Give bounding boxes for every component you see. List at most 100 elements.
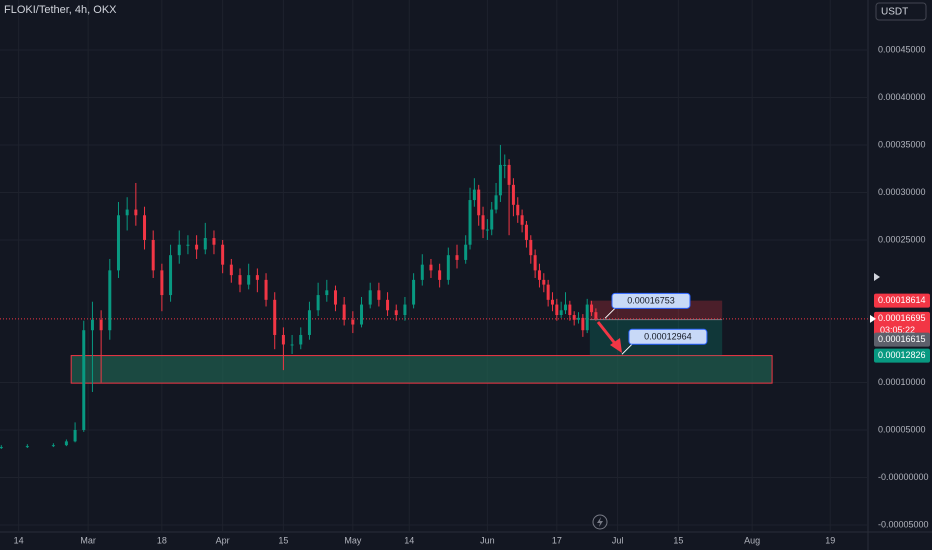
candle-body — [51, 445, 55, 447]
candle-body — [503, 164, 507, 166]
candle-body — [264, 279, 268, 300]
candle-body — [273, 299, 277, 335]
callout-label: 0.00016753 — [627, 296, 675, 306]
candle-body — [108, 270, 112, 331]
candle-body — [403, 304, 407, 316]
candle-body — [524, 224, 528, 240]
candle-body — [325, 290, 329, 296]
candle-body — [64, 441, 68, 446]
y-tick-label: -0.00000000 — [878, 472, 929, 482]
candle-body — [125, 209, 129, 216]
candle-body — [160, 270, 164, 296]
candle-body — [281, 334, 285, 345]
y-tick-label: -0.00005000 — [878, 519, 929, 529]
candle-body — [542, 279, 546, 285]
candle-body — [203, 238, 207, 250]
price-tag-label: 0.00012826 — [878, 350, 926, 360]
candle-body — [316, 295, 320, 311]
price-tag — [874, 293, 930, 308]
x-tick-label: Aug — [744, 535, 760, 545]
x-tick-label: 19 — [825, 535, 835, 545]
candle-body — [394, 310, 398, 316]
candle-body — [73, 429, 77, 442]
currency-button[interactable] — [875, 2, 927, 21]
y-tick-label: 0.00030000 — [878, 187, 926, 197]
price-tag — [874, 311, 930, 338]
candle-body — [537, 270, 541, 280]
candle-body — [351, 319, 355, 325]
callout-box — [611, 292, 691, 309]
y-tick-label: 0.00040000 — [878, 92, 926, 102]
candle-body — [90, 319, 94, 331]
candle-body — [229, 264, 233, 276]
candle-body — [368, 290, 372, 305]
candle-body — [360, 304, 364, 325]
candle-body — [546, 284, 550, 300]
candle-body — [25, 446, 29, 448]
candle-body — [555, 304, 559, 316]
candle-body — [386, 299, 390, 311]
candle-body — [169, 255, 173, 296]
y-tick-label: 0.00035000 — [878, 139, 926, 149]
candle-body — [377, 290, 381, 300]
candle-body — [116, 215, 120, 271]
candle-body — [247, 275, 251, 285]
x-tick-label: Apr — [216, 535, 230, 545]
candle-body — [420, 264, 424, 280]
candle-body — [468, 200, 472, 245]
candle-body — [485, 229, 489, 231]
candle-body — [455, 255, 459, 260]
candle-body — [333, 290, 337, 305]
candle-body — [572, 315, 576, 320]
candle-body — [564, 304, 568, 311]
candle-body — [516, 204, 520, 216]
y-tick-label: 0.00045000 — [878, 44, 926, 54]
candle-body — [212, 238, 216, 245]
price-tag-label: 0.00016695 — [878, 313, 926, 323]
support-zone — [70, 355, 773, 384]
arrow-head — [610, 338, 622, 353]
candle-body — [238, 275, 242, 285]
candle-body — [494, 195, 498, 210]
candle-body — [585, 304, 589, 331]
candle-body — [307, 310, 311, 335]
x-tick-label: 17 — [552, 535, 562, 545]
candle-body — [290, 344, 294, 346]
candle-body — [559, 310, 563, 316]
price-tag-label: 0.00016615 — [878, 334, 926, 344]
candle-body — [529, 239, 533, 256]
candle-body — [143, 215, 147, 240]
candle-body — [438, 270, 442, 280]
candle-body — [195, 244, 199, 250]
x-tick-label: Jun — [480, 535, 495, 545]
candle-body — [255, 275, 259, 280]
candle-body — [0, 447, 3, 449]
candle-body — [533, 255, 537, 271]
price-pointer — [870, 314, 876, 323]
candle-body — [177, 244, 181, 256]
candle-body — [429, 264, 433, 271]
candle-body — [477, 189, 481, 216]
x-tick-label: 18 — [157, 535, 167, 545]
candle-body — [299, 334, 303, 345]
candle-body — [446, 255, 450, 280]
y-tick-label: 0.00010000 — [878, 377, 926, 387]
y-tick-label: 0.00025000 — [878, 234, 926, 244]
candle-body — [594, 312, 598, 319]
price-tag — [874, 348, 930, 363]
candle-body — [134, 209, 138, 216]
candle-body — [498, 164, 502, 196]
price-tag — [874, 332, 930, 347]
candle-body — [412, 279, 416, 305]
replay-icon — [597, 517, 603, 527]
x-tick-label: 15 — [673, 535, 683, 545]
candle-body — [581, 317, 585, 331]
candle-body — [520, 215, 524, 225]
replay-icon[interactable] — [592, 514, 608, 530]
x-tick-label: 14 — [404, 535, 414, 545]
candle-body — [590, 304, 594, 313]
candle-body — [511, 184, 515, 205]
candle-body — [568, 304, 572, 316]
